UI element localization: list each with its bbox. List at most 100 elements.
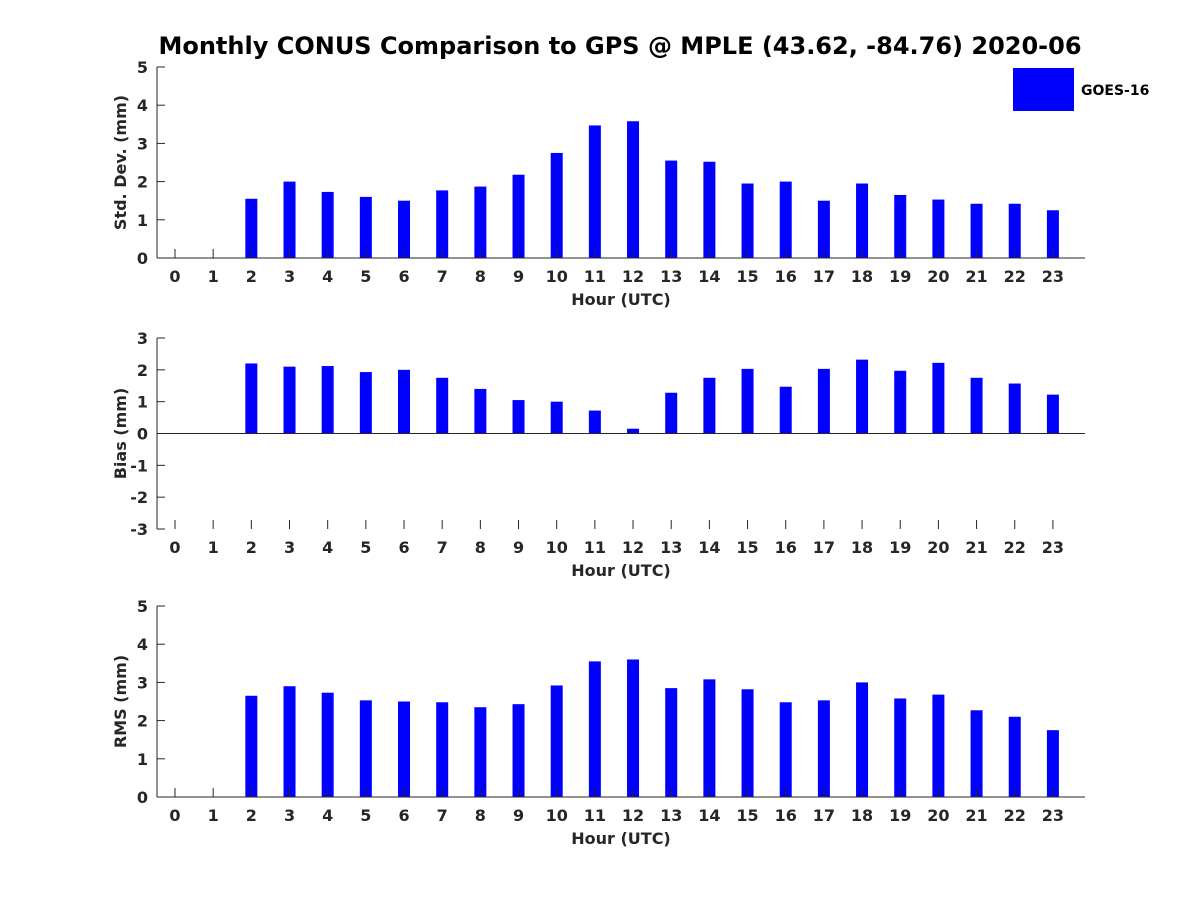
x-tick-label: 20 (927, 538, 949, 557)
x-tick-label: 12 (622, 267, 644, 286)
bar (665, 160, 678, 258)
x-tick-label: 14 (698, 538, 720, 557)
bar (474, 707, 487, 797)
bar (550, 401, 563, 434)
bar (588, 661, 601, 797)
bar (512, 174, 525, 258)
bar (359, 196, 372, 258)
bar (1046, 210, 1059, 258)
bar (856, 682, 869, 797)
x-tick-label: 23 (1042, 806, 1064, 825)
bar (817, 200, 830, 258)
x-tick-label: 18 (851, 806, 873, 825)
y-tick-label: 1 (137, 211, 148, 230)
legend: GOES-16 (1013, 68, 1149, 111)
x-tick-label: 6 (398, 806, 409, 825)
x-axis-label: Hour (UTC) (571, 829, 671, 848)
bar (588, 410, 601, 434)
x-tick-label: 10 (546, 538, 568, 557)
x-axis-label: Hour (UTC) (571, 561, 671, 580)
x-tick-label: 11 (584, 267, 606, 286)
bar (436, 190, 449, 258)
x-tick-label: 5 (360, 806, 371, 825)
bar (283, 686, 296, 797)
x-tick-label: 5 (360, 538, 371, 557)
y-axis-label: Std. Dev. (mm) (111, 95, 130, 230)
bar (398, 369, 411, 434)
y-tick-label: 4 (137, 635, 148, 654)
y-tick-label: 1 (137, 393, 148, 412)
x-tick-label: 9 (513, 267, 524, 286)
bar (779, 181, 792, 258)
x-tick-label: 14 (698, 806, 720, 825)
x-tick-label: 11 (584, 538, 606, 557)
x-tick-label: 18 (851, 267, 873, 286)
bar (932, 694, 945, 797)
x-tick-label: 3 (284, 267, 295, 286)
bar (1008, 716, 1021, 797)
bar (741, 689, 754, 797)
bar (398, 200, 411, 258)
legend-swatch (1013, 68, 1074, 111)
bar (474, 388, 487, 434)
legend-label: GOES-16 (1081, 83, 1149, 99)
x-tick-label: 23 (1042, 538, 1064, 557)
bar (932, 362, 945, 434)
x-tick-label: 1 (208, 267, 219, 286)
y-tick-label: 0 (137, 788, 148, 807)
x-tick-label: 13 (660, 267, 682, 286)
chart-title: Monthly CONUS Comparison to GPS @ MPLE (… (158, 32, 1081, 60)
x-tick-label: 20 (927, 267, 949, 286)
y-tick-label: 2 (137, 361, 148, 380)
bar (398, 701, 411, 797)
y-axis-label: RMS (mm) (111, 655, 130, 748)
y-tick-label: -1 (130, 456, 148, 475)
bar (703, 161, 716, 258)
bar (894, 194, 907, 258)
bar (627, 659, 640, 797)
bar (321, 191, 334, 258)
y-tick-label: 2 (137, 173, 148, 192)
bar (512, 704, 525, 797)
x-tick-label: 15 (736, 806, 758, 825)
x-tick-label: 4 (322, 538, 333, 557)
x-tick-label: 12 (622, 806, 644, 825)
x-tick-label: 18 (851, 538, 873, 557)
x-tick-label: 0 (169, 806, 180, 825)
bar (856, 183, 869, 258)
y-tick-label: 4 (137, 96, 148, 115)
bar (359, 372, 372, 434)
x-tick-label: 0 (169, 267, 180, 286)
x-tick-label: 21 (965, 267, 987, 286)
bar (817, 700, 830, 797)
x-tick-label: 17 (813, 538, 835, 557)
x-tick-label: 22 (1004, 806, 1026, 825)
bar (703, 377, 716, 434)
bar (245, 198, 258, 258)
x-tick-label: 4 (322, 267, 333, 286)
x-tick-label: 8 (475, 538, 486, 557)
bar (665, 688, 678, 797)
x-tick-label: 13 (660, 538, 682, 557)
bar (321, 692, 334, 797)
x-tick-label: 16 (775, 267, 797, 286)
bar (1046, 394, 1059, 434)
bar (359, 700, 372, 797)
x-tick-label: 22 (1004, 267, 1026, 286)
bar (436, 377, 449, 434)
x-tick-label: 5 (360, 267, 371, 286)
bar (703, 679, 716, 797)
bar (1046, 730, 1059, 797)
bar (1008, 383, 1021, 434)
bar (817, 368, 830, 434)
bar (741, 368, 754, 434)
bar (894, 698, 907, 797)
bar (627, 428, 640, 434)
bar (894, 370, 907, 434)
x-tick-label: 17 (813, 806, 835, 825)
x-tick-label: 2 (246, 538, 257, 557)
x-tick-label: 2 (246, 267, 257, 286)
bar (588, 125, 601, 258)
